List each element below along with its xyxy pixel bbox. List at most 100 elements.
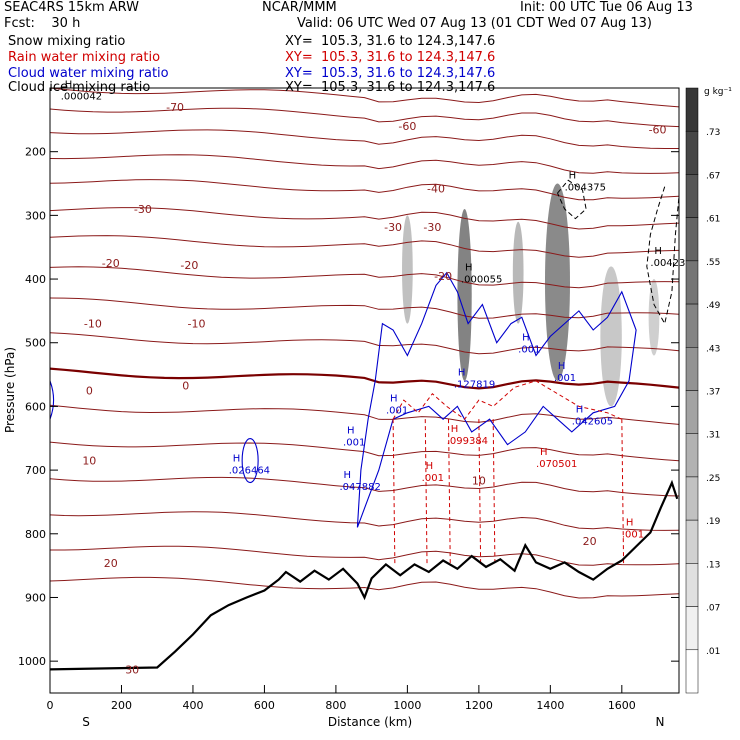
maximum-label: .099384	[447, 436, 488, 447]
isotherm-label: -30	[134, 203, 152, 216]
colorbar-unit: g kg⁻¹	[704, 87, 732, 97]
rain-water-contour	[447, 419, 451, 566]
cloud-water-contour	[241, 438, 259, 484]
maximum-marker: H	[654, 246, 662, 257]
colorbar-swatch	[685, 476, 699, 521]
colorbar-swatch	[685, 649, 699, 694]
isotherm-line	[50, 179, 679, 201]
maximum-label: .001	[422, 473, 444, 484]
north-label: N	[656, 715, 665, 729]
y-tick-label: 900	[25, 591, 46, 604]
hydrometeor-contours	[50, 179, 679, 566]
x-axis: 0 200 400 600 800 1000 1200 1400 1600	[47, 685, 636, 712]
x-tick-label: 800	[325, 699, 346, 712]
colorbar-label: .55	[706, 258, 720, 268]
forecast-hour: Fcst: 30 h	[4, 16, 81, 31]
maximum-marker: H	[347, 425, 355, 436]
colorbar-label: .07	[706, 604, 720, 614]
snow-contour	[646, 186, 679, 325]
x-tick-label: 200	[111, 699, 132, 712]
rain-water-contour	[478, 419, 482, 566]
colorbar-label: .13	[706, 560, 720, 570]
valid-time: Valid: 06 UTC Wed 07 Aug 13 (01 CDT Wed …	[297, 16, 652, 31]
isotherm-label: -20	[434, 270, 452, 283]
isotherm-label: -70	[166, 101, 184, 114]
x-axis-label: Distance (km)	[328, 715, 412, 729]
isotherm-line	[50, 511, 679, 531]
colorbar-swatch	[685, 519, 699, 564]
isotherm-line	[50, 545, 679, 566]
maximum-marker: H	[465, 262, 473, 273]
colorbar-label: .67	[706, 171, 720, 181]
colorbar: .73 .67 .61 .55 .49 .43 .37 .31 .25 .19 .13 .07 .01	[685, 87, 721, 694]
rain-water-contour	[392, 380, 623, 420]
colorbar-label: .61	[706, 215, 720, 225]
isotherm-label: 20	[104, 557, 118, 570]
field-label-rain: Rain water mixing ratio	[8, 50, 161, 65]
cloud-ice-column	[457, 209, 472, 381]
y-tick-label: 300	[25, 209, 46, 222]
colorbar-swatch	[685, 217, 699, 262]
x-tick-label: 600	[254, 699, 275, 712]
y-tick-label: 800	[25, 528, 46, 541]
center-label: NCAR/MMM	[262, 0, 337, 15]
colorbar-swatch	[685, 606, 699, 651]
isotherm-line	[50, 576, 679, 599]
x-tick-label: 400	[182, 699, 203, 712]
isotherm-line	[50, 441, 679, 462]
maximum-marker: H	[569, 171, 577, 182]
y-tick-label: 700	[25, 464, 46, 477]
colorbar-label: .37	[706, 388, 720, 398]
colorbar-label: .73	[706, 128, 720, 138]
rain-water-contour	[492, 419, 496, 566]
field-label-cloud-water: Cloud water mixing ratio	[8, 66, 169, 81]
isotherm-label: -30	[423, 221, 441, 234]
cloud-ice-column	[512, 221, 524, 324]
cloud-ice-column	[544, 183, 570, 381]
isotherm-line	[50, 207, 679, 230]
isotherm-line	[50, 154, 679, 174]
cloud-ice-shading	[402, 183, 660, 407]
xy-range-cloud-ice: XY= 105.3, 31.6 to 124.3,147.6	[285, 80, 496, 95]
maximum-marker: H	[576, 404, 584, 415]
colorbar-swatch	[685, 130, 699, 175]
colorbar-swatch	[685, 87, 699, 132]
isotherm-line	[50, 88, 679, 108]
isotherm-label: -20	[180, 259, 198, 272]
temperature-contours	[50, 88, 679, 599]
snow-contour	[557, 179, 587, 220]
maximum-label: .026464	[229, 465, 270, 476]
maximum-marker: H	[540, 447, 548, 458]
isotherm-label: -10	[84, 318, 102, 331]
isotherm-label: -30	[384, 221, 402, 234]
y-tick-label: 200	[25, 146, 46, 159]
x-tick-label: 1600	[608, 699, 636, 712]
y-axis-label: Pressure (hPa)	[3, 347, 17, 433]
rain-water-contour	[424, 419, 428, 566]
colorbar-label: .31	[706, 431, 720, 441]
colorbar-swatch	[685, 390, 699, 434]
maximum-marker: H	[343, 470, 351, 481]
contour-labels: -70 -60 -60 -40 -30 -30 -30 -20 -20 -20 -10 -10 0 0 10…	[82, 101, 666, 676]
colorbar-swatch	[685, 174, 699, 218]
x-tick-label: 1400	[536, 699, 564, 712]
maximum-label: .004375	[565, 183, 606, 194]
colorbar-swatch	[685, 347, 699, 391]
maximum-label: .127819	[454, 379, 495, 390]
maximum-marker: H	[626, 518, 634, 529]
x-tick-label: 1000	[393, 699, 421, 712]
colorbar-swatch	[685, 260, 699, 305]
isotherm-line	[50, 235, 679, 258]
maximum-label: .070501	[536, 459, 577, 470]
maxima-labels: H.000042H.004375H.00423H.000055H.127819H…	[61, 80, 686, 541]
maximum-marker: H	[522, 332, 530, 343]
isotherm-line	[50, 404, 679, 425]
maximum-marker: H	[558, 361, 566, 372]
model-title: SEAC4RS 15km ARW	[4, 0, 140, 15]
y-tick-label: 600	[25, 400, 46, 413]
south-label: S	[82, 715, 90, 729]
isotherm-line	[50, 129, 679, 149]
isotherm-label: 0	[86, 385, 93, 398]
maximum-label: .001	[622, 530, 644, 541]
